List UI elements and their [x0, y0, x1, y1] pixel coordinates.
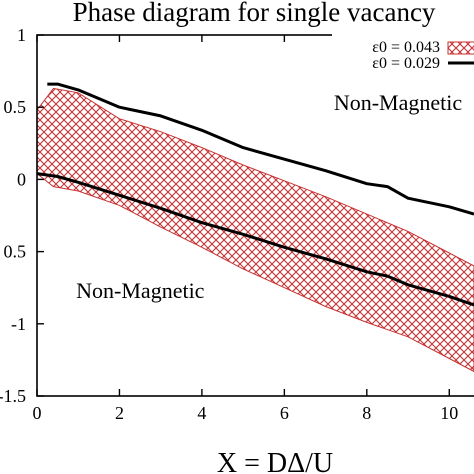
y-axis: 1 0.5 0 0.5 -1 -1.5: [0, 25, 44, 406]
y-tick-label: 1: [17, 25, 26, 45]
x-axis: 0 2 4 6 8 10: [33, 35, 458, 423]
line-layer: [37, 82, 474, 307]
legend-swatch-band: [447, 41, 474, 55]
phase-boundary-line-lower: [37, 172, 474, 307]
x-tick-label: 2: [115, 403, 124, 423]
y-tick-label: 0.5: [4, 97, 27, 117]
legend: ε0 = 0.043 ε0 = 0.029: [332, 34, 474, 72]
y-tick-label: -1.5: [0, 386, 26, 406]
region-label-2: Non-Magnetic: [76, 278, 205, 303]
x-tick-label: 8: [362, 403, 371, 423]
x-tick-label: 6: [280, 403, 289, 423]
legend-label-band: ε0 = 0.043: [372, 39, 440, 56]
chart-title: Phase diagram for single vacancy: [73, 0, 436, 27]
band-layer: [37, 87, 474, 373]
y-tick-label: 0: [17, 169, 26, 189]
band-area-eps-0043: [37, 87, 474, 373]
x-tick-label: 10: [440, 403, 458, 423]
legend-label-line: ε0 = 0.029: [372, 55, 440, 72]
plot-frame: [36, 34, 474, 397]
x-tick-label: 0: [33, 403, 42, 423]
annotation-layer: Non-Magnetic Non-Magnetic: [76, 90, 462, 303]
x-axis-label: X = DΔ/U: [217, 448, 333, 474]
y-tick-label: -1: [11, 314, 26, 334]
x-tick-label: 4: [197, 403, 206, 423]
phase-boundary-line-upper: [47, 82, 474, 216]
region-label-1: Non-Magnetic: [334, 90, 463, 115]
y-tick-label: 0.5: [4, 242, 27, 262]
